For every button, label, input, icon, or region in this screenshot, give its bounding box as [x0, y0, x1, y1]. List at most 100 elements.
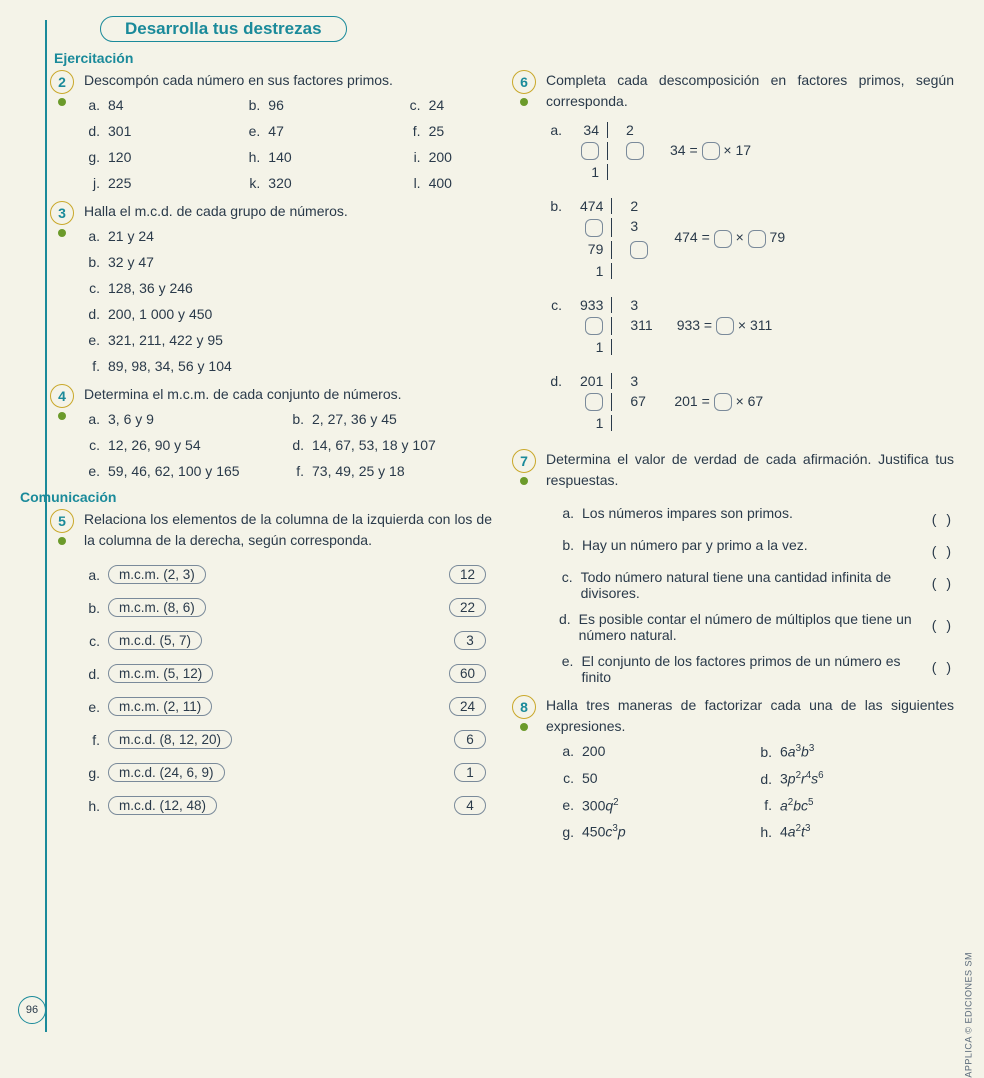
exercise-7: 7 Determina el valor de verdad de cada a…	[512, 449, 954, 685]
exercise-7-items: a.Los números impares son primos.( )b.Ha…	[546, 505, 954, 685]
exercise-8: 8 Halla tres maneras de factorizar cada …	[512, 695, 954, 840]
match-right-pill[interactable]: 6	[454, 730, 486, 749]
match-left-pill[interactable]: m.c.d. (8, 12, 20)	[108, 730, 232, 749]
factor-right-cell: 311	[622, 317, 652, 335]
difficulty-dot	[520, 723, 528, 731]
item-value: 96	[268, 97, 284, 113]
item-value: 200	[429, 149, 452, 165]
list-item: l.400	[405, 175, 492, 191]
match-right-pill[interactable]: 12	[449, 565, 486, 584]
item-label: d.	[84, 306, 100, 322]
answer-paren[interactable]: ( )	[932, 505, 954, 527]
list-item: a.3, 6 y 9	[84, 411, 288, 427]
item-label: f.	[84, 358, 100, 374]
match-right-pill[interactable]: 1	[454, 763, 486, 782]
factor-right-cell: 3	[622, 297, 652, 313]
match-left-pill[interactable]: m.c.m. (2, 3)	[108, 565, 206, 584]
item-label: f.	[756, 797, 772, 813]
difficulty-dot	[58, 229, 66, 237]
exercise-5: 5 Relaciona los elementos de la columna …	[50, 509, 492, 815]
list-item: e.59, 46, 62, 100 y 165	[84, 463, 288, 479]
match-left-pill[interactable]: m.c.d. (5, 7)	[108, 631, 202, 650]
exercise-text: Relaciona los elementos de la columna de…	[84, 509, 492, 551]
statement-row: e.El conjunto de los factores primos de …	[558, 653, 954, 685]
answer-paren[interactable]: ( )	[932, 653, 954, 675]
answer-paren[interactable]: ( )	[932, 611, 954, 633]
factor-right-cell	[622, 339, 652, 355]
blank-input[interactable]	[585, 393, 603, 411]
blank-input[interactable]	[714, 393, 732, 411]
match-right-pill[interactable]: 22	[449, 598, 486, 617]
factor-right-cell	[622, 415, 650, 431]
match-left-pill[interactable]: m.c.m. (2, 11)	[108, 697, 212, 716]
factor-right-cell: 2	[622, 198, 650, 214]
item-value: 25	[429, 123, 445, 139]
match-right-pill[interactable]: 60	[449, 664, 486, 683]
match-row: e.m.c.m. (2, 11)24	[84, 697, 492, 716]
factorization-block: d.2013671201 = × 67	[546, 373, 954, 431]
list-item: c.12, 26, 90 y 54	[84, 437, 288, 453]
item-value: 14, 67, 53, 18 y 107	[312, 437, 436, 453]
left-column: 2 Descompón cada número en sus factores …	[50, 70, 492, 850]
difficulty-dot	[58, 98, 66, 106]
item-label: e.	[244, 123, 260, 139]
list-item: d.14, 67, 53, 18 y 107	[288, 437, 492, 453]
match-right-pill[interactable]: 24	[449, 697, 486, 716]
item-value: 321, 211, 422 y 95	[108, 332, 223, 348]
item-label: e.	[558, 653, 573, 685]
list-item: d.301	[84, 123, 244, 139]
answer-paren[interactable]: ( )	[932, 537, 954, 559]
exercise-number: 4	[50, 384, 74, 408]
item-label: b.	[84, 254, 100, 270]
factorization-block: c.93333111933 = × 311	[546, 297, 954, 355]
list-item: g.450c3p	[558, 823, 756, 840]
item-label: d.	[84, 666, 100, 682]
exercise-8-items: a.200b.6a3b3c.50d.3p2r4s6e.300q2f.a2bc5g…	[546, 743, 954, 840]
list-item: f.25	[405, 123, 492, 139]
expression: a2bc5	[780, 797, 814, 814]
item-label: a.	[84, 567, 100, 583]
answer-paren[interactable]: ( )	[932, 569, 954, 591]
expression: 300q2	[582, 797, 619, 814]
blank-input[interactable]	[748, 230, 766, 248]
factor-left-cell: 1	[580, 339, 612, 355]
item-label: h.	[84, 798, 100, 814]
item-label: c.	[84, 437, 100, 453]
blank-input[interactable]	[714, 230, 732, 248]
exercise-4-items: a.3, 6 y 9b.2, 27, 36 y 45c.12, 26, 90 y…	[84, 411, 492, 479]
match-left-pill[interactable]: m.c.d. (12, 48)	[108, 796, 217, 815]
exercise-2-items: a.84b.96c.24d.301e.47f.25g.120h.140i.200…	[84, 97, 492, 191]
item-value: 128, 36 y 246	[108, 280, 193, 296]
item-label: g.	[84, 149, 100, 165]
item-label: a.	[558, 743, 574, 759]
difficulty-dot	[58, 412, 66, 420]
match-left-pill[interactable]: m.c.m. (5, 12)	[108, 664, 213, 683]
blank-input[interactable]	[626, 142, 644, 160]
list-item: e.321, 211, 422 y 95	[84, 332, 492, 348]
exercise-6: 6 Completa cada descomposición en factor…	[512, 70, 954, 431]
exercise-number: 6	[512, 70, 536, 94]
item-label: b.	[84, 600, 100, 616]
match-right-pill[interactable]: 4	[454, 796, 486, 815]
item-value: 84	[108, 97, 124, 113]
match-right-pill[interactable]: 3	[454, 631, 486, 650]
list-item: h.140	[244, 149, 404, 165]
factor-right-cell: 2	[618, 122, 646, 138]
blank-input[interactable]	[581, 142, 599, 160]
factor-table: 93333111	[580, 297, 653, 355]
match-left-pill[interactable]: m.c.m. (8, 6)	[108, 598, 206, 617]
blank-input[interactable]	[630, 241, 648, 259]
item-label: b.	[756, 744, 772, 760]
blank-input[interactable]	[585, 317, 603, 335]
page-number: 96	[18, 996, 46, 1024]
item-label: c.	[84, 280, 100, 296]
list-item: e.300q2	[558, 797, 756, 814]
blank-input[interactable]	[585, 219, 603, 237]
header: Desarrolla tus destrezas	[100, 16, 954, 42]
factor-left-cell: 34	[580, 122, 608, 138]
blank-input[interactable]	[716, 317, 734, 335]
list-item: b.96	[244, 97, 404, 113]
match-left-pill[interactable]: m.c.d. (24, 6, 9)	[108, 763, 225, 782]
blank-input[interactable]	[702, 142, 720, 160]
exercise-5-rows: a.m.c.m. (2, 3)12b.m.c.m. (8, 6)22c.m.c.…	[84, 565, 492, 815]
